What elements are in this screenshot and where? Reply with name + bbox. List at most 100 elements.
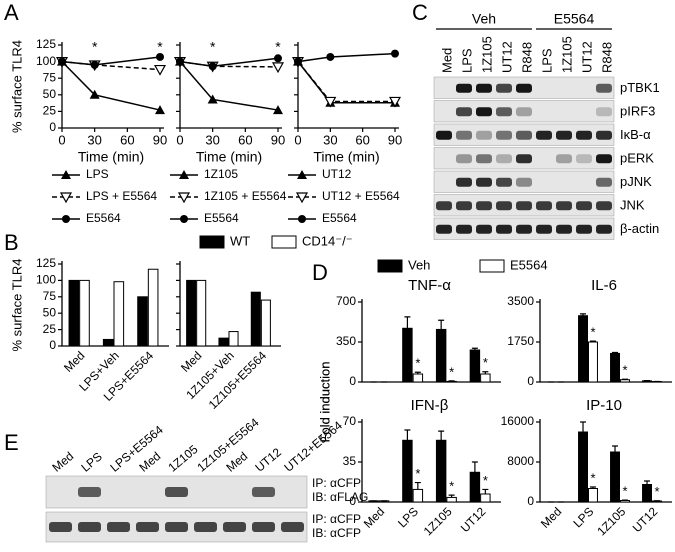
marker [61,170,71,179]
bar [147,268,159,347]
y-tick-label: 100 [36,273,56,287]
lane-label: 1Z105 [479,36,494,73]
panel-label: A [4,0,19,25]
error-bar [612,445,619,452]
marker [59,192,73,204]
bar [578,431,588,503]
blot-band [496,201,512,211]
legend-label: WT [230,233,250,248]
lane-label: R848 [519,42,534,73]
annotation: * [449,364,454,379]
marker [324,96,337,108]
x-tick-label: 0 [176,132,183,147]
group-label: Veh [472,11,496,27]
y-tick-label: 700 [336,294,356,308]
marker [58,57,66,66]
blot-band [194,522,217,532]
blot-strip [433,100,615,123]
blot-band [476,201,492,211]
blot-band [78,487,101,497]
series-line [179,61,279,111]
y-axis-label: % surface TLR4 [9,40,24,133]
blot-band [516,107,532,117]
axis-line [539,299,672,383]
lane-label: LPS+E5564 [107,422,166,474]
blot-band [456,130,472,140]
y-tick-label: 75 [43,289,57,303]
error-bar [580,421,587,432]
row-label: IB: αCFP [312,526,361,540]
blot-band [596,201,612,211]
blot-band [596,154,612,164]
legend-swatch [199,235,225,249]
blot-band [556,154,572,164]
lane-label: 1Z105 [165,442,200,475]
bar [480,373,491,383]
row-label: IB: αFLAG [312,490,368,504]
bar [402,327,413,383]
chart-title: TNF-α [408,277,451,294]
blot-band [496,154,512,164]
y-tick-label: 3500 [507,294,534,308]
bar [642,484,652,503]
blot-band [596,130,612,140]
lane-label: UT12 [499,41,514,73]
bar [469,349,481,383]
blot-band [456,83,472,93]
error-bar [404,316,411,329]
x-tick-label: Med [178,348,204,374]
lane-label: R848 [599,42,614,73]
annotation: * [654,484,659,499]
error-bar [471,461,478,473]
legend-label: UT12 [322,167,352,181]
y-tick-label: 50 [43,87,57,101]
x-tick-label: UT12 [630,504,661,535]
marker [391,49,399,58]
annotation: * [92,39,98,55]
annotation: * [449,479,454,494]
blot-band [476,130,492,140]
axis-line [361,299,501,383]
bar [68,279,80,347]
x-tick-label: UT12 [458,504,489,535]
y-tick-label: 350 [336,334,356,348]
bar [137,296,148,347]
y-tick-label: 25 [43,104,57,118]
annotation: * [590,325,595,340]
error-bar [448,380,455,382]
blot-band [252,487,275,497]
error-bar [438,319,445,330]
x-tick-label: 60 [238,132,252,147]
y-tick-label: 25 [43,322,57,336]
annotation: * [415,466,420,481]
bar [620,500,630,503]
error-bar [612,351,619,354]
x-tick-label: Med [361,504,387,530]
group-label: E5564 [554,11,595,27]
bar [196,279,207,347]
lane-label: LPS [459,48,474,73]
bar [228,331,239,347]
bar [218,337,229,347]
bar [260,299,271,347]
row-label: pTBK1 [620,80,660,95]
error-bar [414,371,421,374]
annotation: * [157,39,163,55]
blot-band [476,177,492,187]
chart-title: IP-10 [586,397,622,414]
blot-band [107,522,130,532]
y-tick-label: 100 [36,54,56,68]
blot-band [223,522,246,532]
series-line [297,52,396,63]
blot-band [516,224,532,234]
marker [208,62,217,71]
blot-band [496,83,512,93]
lane-label: 1Z105 [559,36,574,73]
blot-band [456,107,472,117]
blot-band [456,177,472,187]
marker [153,64,167,76]
bar [186,279,197,347]
row-label: IP: αCFP [312,512,361,526]
error-bar [482,371,489,374]
error-bar [404,429,411,441]
